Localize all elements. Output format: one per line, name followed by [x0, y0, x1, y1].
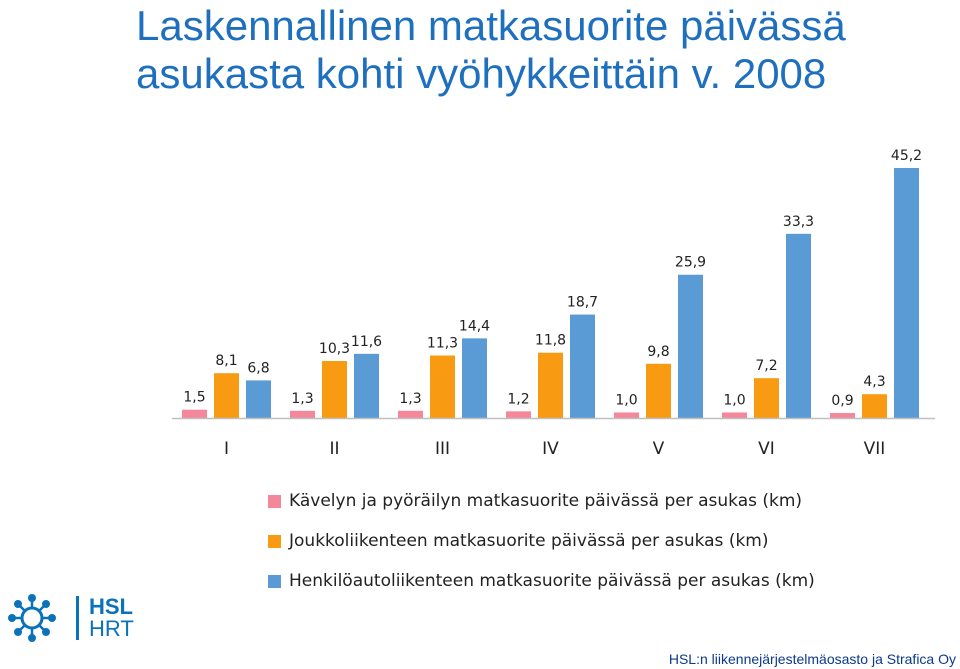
bar-walking-II — [290, 410, 315, 418]
footer-credit: HSL:n liikennejärjestelmäosasto ja Straf… — [668, 651, 956, 667]
logo-line-hrt: HRT — [89, 616, 134, 641]
legend-item-walking: Kävelyn ja pyöräilyn matkasuorite päiväs… — [268, 481, 815, 521]
bar-public-transport-III — [430, 355, 455, 418]
bar-public-transport-VI — [754, 378, 779, 418]
data-label-walking-III: 1,3 — [399, 391, 421, 407]
bar-car-VII — [894, 168, 919, 418]
legend-swatch-public-transport — [268, 534, 281, 548]
bar-car-V — [678, 274, 703, 418]
data-label-car-V: 25,9 — [675, 255, 706, 271]
hsl-logo-text: HSL HRT — [76, 596, 134, 640]
data-label-walking-IV: 1,2 — [507, 391, 529, 407]
bar-public-transport-V — [646, 363, 671, 418]
data-label-public-transport-I: 8,1 — [215, 353, 237, 369]
logo-line-hsl: HSL — [89, 594, 133, 619]
bar-car-IV — [570, 314, 595, 418]
data-label-car-VI: 33,3 — [783, 214, 814, 230]
data-label-public-transport-VI: 7,2 — [755, 358, 777, 374]
legend-swatch-walking — [268, 494, 281, 508]
bar-walking-III — [398, 410, 423, 418]
data-label-car-I: 6,8 — [247, 360, 269, 376]
bar-walking-V — [614, 412, 639, 418]
data-label-walking-V: 1,0 — [615, 392, 637, 408]
data-label-car-III: 14,4 — [459, 318, 490, 334]
x-tick-label-II: II — [329, 439, 339, 459]
data-label-public-transport-II: 10,3 — [319, 341, 350, 357]
bar-public-transport-IV — [538, 352, 563, 418]
legend-item-car: Henkilöautoliikenteen matkasuorite päivä… — [268, 561, 815, 601]
bar-car-I — [246, 380, 271, 418]
x-tick-label-IV: IV — [542, 439, 559, 459]
bar-public-transport-II — [322, 361, 347, 418]
data-label-walking-II: 1,3 — [291, 391, 313, 407]
legend-swatch-car — [268, 574, 281, 588]
page-title: Laskennallinen matkasuorite päivässä asu… — [136, 2, 846, 98]
data-label-walking-I: 1,5 — [183, 390, 205, 406]
x-tick-label-VII: VII — [864, 439, 886, 459]
data-label-car-II: 11,6 — [351, 334, 382, 350]
bar-walking-I — [182, 409, 207, 418]
data-label-walking-VI: 1,0 — [723, 392, 745, 408]
bar-public-transport-VII — [862, 394, 887, 418]
chart-legend: Kävelyn ja pyöräilyn matkasuorite päiväs… — [268, 481, 815, 601]
bar-car-II — [354, 353, 379, 418]
bar-public-transport-I — [214, 373, 239, 418]
data-label-public-transport-III: 11,3 — [427, 336, 458, 352]
data-label-public-transport-V: 9,8 — [647, 344, 669, 360]
hsl-logo: HSL HRT — [6, 592, 134, 644]
title-line-2: asukasta kohti vyöhykkeittäin v. 2008 — [136, 50, 827, 97]
data-label-public-transport-IV: 11,8 — [535, 333, 566, 349]
data-label-public-transport-VII: 4,3 — [863, 374, 885, 390]
legend-item-public-transport: Joukkoliikenteen matkasuorite päivässä p… — [268, 521, 815, 561]
data-label-walking-VII: 0,9 — [831, 393, 853, 409]
data-label-car-VII: 45,2 — [891, 148, 922, 164]
bar-chart: 1,5 8,1 6,8 I 1,3 10,3 11,6 II 1,3 11,314,4 III 1,2… — [172, 148, 935, 459]
bar-walking-IV — [506, 411, 531, 418]
x-tick-label-VI: VI — [758, 439, 775, 459]
bar-car-VI — [786, 233, 811, 418]
legend-label-walking: Kävelyn ja pyöräilyn matkasuorite päiväs… — [289, 491, 803, 511]
bar-car-III — [462, 338, 487, 418]
hsl-network-icon — [8, 594, 56, 642]
bar-walking-VII — [830, 413, 855, 418]
x-tick-label-III: III — [435, 439, 450, 459]
legend-label-public-transport: Joukkoliikenteen matkasuorite päivässä p… — [289, 531, 769, 551]
data-label-car-IV: 18,7 — [567, 295, 598, 311]
legend-label-car: Henkilöautoliikenteen matkasuorite päivä… — [289, 571, 815, 591]
title-line-1: Laskennallinen matkasuorite päivässä — [136, 2, 846, 49]
bar-walking-VI — [722, 412, 747, 418]
x-tick-label-I: I — [224, 439, 229, 459]
x-tick-label-V: V — [653, 439, 665, 459]
